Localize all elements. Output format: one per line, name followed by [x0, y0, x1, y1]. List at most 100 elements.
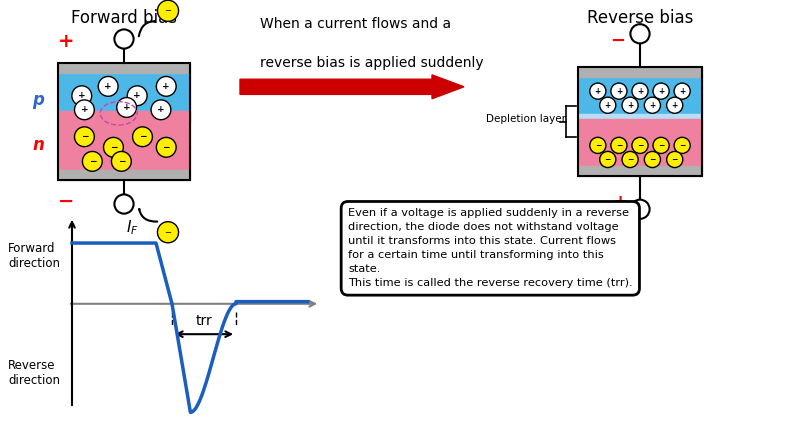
Ellipse shape [632, 83, 648, 99]
Text: +: + [104, 82, 112, 91]
Text: +: + [613, 193, 627, 211]
Text: +: + [78, 91, 86, 100]
Text: −: − [616, 141, 622, 150]
Ellipse shape [590, 83, 606, 99]
Text: +: + [134, 91, 141, 100]
Text: −: − [610, 32, 625, 50]
Bar [58, 63, 190, 73]
Text: −: − [118, 157, 125, 166]
Ellipse shape [644, 151, 661, 168]
Ellipse shape [127, 86, 147, 105]
Text: −: − [89, 157, 96, 166]
Text: −: − [110, 143, 117, 152]
Ellipse shape [630, 200, 650, 219]
Text: −: − [679, 141, 686, 150]
Ellipse shape [611, 137, 627, 154]
Text: +: + [679, 87, 686, 95]
Ellipse shape [158, 222, 178, 243]
Ellipse shape [82, 151, 102, 171]
Text: −: − [627, 155, 634, 164]
Bar [58, 73, 190, 122]
Bar [578, 67, 702, 77]
Text: p: p [32, 92, 44, 109]
Bar [58, 63, 190, 180]
Text: −: − [162, 143, 170, 152]
Text: +: + [616, 87, 622, 95]
Text: −: − [658, 141, 664, 150]
Text: Depletion layer: Depletion layer [486, 114, 566, 125]
Ellipse shape [611, 83, 627, 99]
Ellipse shape [653, 137, 669, 154]
Text: When a current flows and a: When a current flows and a [260, 17, 451, 31]
Ellipse shape [666, 151, 682, 168]
Bar [578, 166, 702, 176]
FancyArrowPatch shape [139, 21, 155, 36]
Bar [578, 119, 702, 166]
Text: −: − [605, 155, 611, 164]
Ellipse shape [103, 138, 123, 157]
Text: Forward bias: Forward bias [71, 9, 177, 26]
Bar [58, 111, 190, 170]
FancyArrow shape [240, 75, 464, 99]
Bar [578, 77, 702, 114]
Text: −: − [58, 192, 74, 211]
Text: reverse bias is applied suddenly: reverse bias is applied suddenly [260, 56, 484, 70]
Text: +: + [637, 87, 643, 95]
Ellipse shape [98, 76, 118, 96]
Ellipse shape [158, 0, 178, 21]
Ellipse shape [111, 151, 131, 171]
Text: +: + [594, 87, 601, 95]
Text: Even if a voltage is applied suddenly in a reverse
direction, the diode does not: Even if a voltage is applied suddenly in… [348, 208, 633, 288]
Ellipse shape [114, 30, 134, 49]
Text: +: + [658, 87, 664, 95]
Text: +: + [650, 101, 655, 110]
Ellipse shape [114, 194, 134, 214]
Ellipse shape [156, 138, 176, 157]
Ellipse shape [644, 97, 661, 113]
Text: +: + [605, 101, 611, 110]
Text: n: n [32, 136, 44, 154]
Text: +: + [58, 32, 74, 51]
Text: −: − [637, 141, 643, 150]
Ellipse shape [632, 137, 648, 154]
Ellipse shape [630, 24, 650, 43]
Bar [578, 122, 702, 129]
Text: Reverse
direction: Reverse direction [8, 359, 60, 387]
Ellipse shape [117, 98, 137, 117]
FancyArrowPatch shape [139, 209, 158, 222]
Text: +: + [627, 101, 634, 110]
Bar [578, 67, 702, 176]
Ellipse shape [133, 127, 152, 147]
Ellipse shape [653, 83, 669, 99]
Ellipse shape [74, 100, 94, 120]
Text: +: + [123, 103, 130, 112]
Text: +: + [162, 82, 170, 91]
Text: −: − [165, 7, 171, 15]
Text: Reverse bias: Reverse bias [587, 9, 693, 26]
Text: −: − [81, 132, 88, 141]
Ellipse shape [622, 97, 638, 113]
Bar [58, 170, 190, 180]
Text: trr: trr [196, 314, 212, 328]
Ellipse shape [674, 137, 690, 154]
Bar [578, 114, 702, 122]
Ellipse shape [156, 76, 176, 96]
Text: −: − [138, 132, 146, 141]
Text: −: − [165, 228, 171, 237]
Ellipse shape [74, 127, 94, 147]
Ellipse shape [674, 83, 690, 99]
Text: Forward
direction: Forward direction [8, 242, 60, 270]
Ellipse shape [600, 151, 616, 168]
Text: −: − [650, 155, 655, 164]
Text: +: + [671, 101, 678, 110]
Ellipse shape [622, 151, 638, 168]
Ellipse shape [72, 86, 92, 105]
Ellipse shape [590, 137, 606, 154]
Text: −: − [594, 141, 601, 150]
Ellipse shape [151, 100, 171, 120]
Text: $I_F$: $I_F$ [126, 218, 138, 237]
Ellipse shape [666, 97, 682, 113]
Text: −: − [671, 155, 678, 164]
Ellipse shape [600, 97, 616, 113]
Text: +: + [157, 105, 165, 114]
